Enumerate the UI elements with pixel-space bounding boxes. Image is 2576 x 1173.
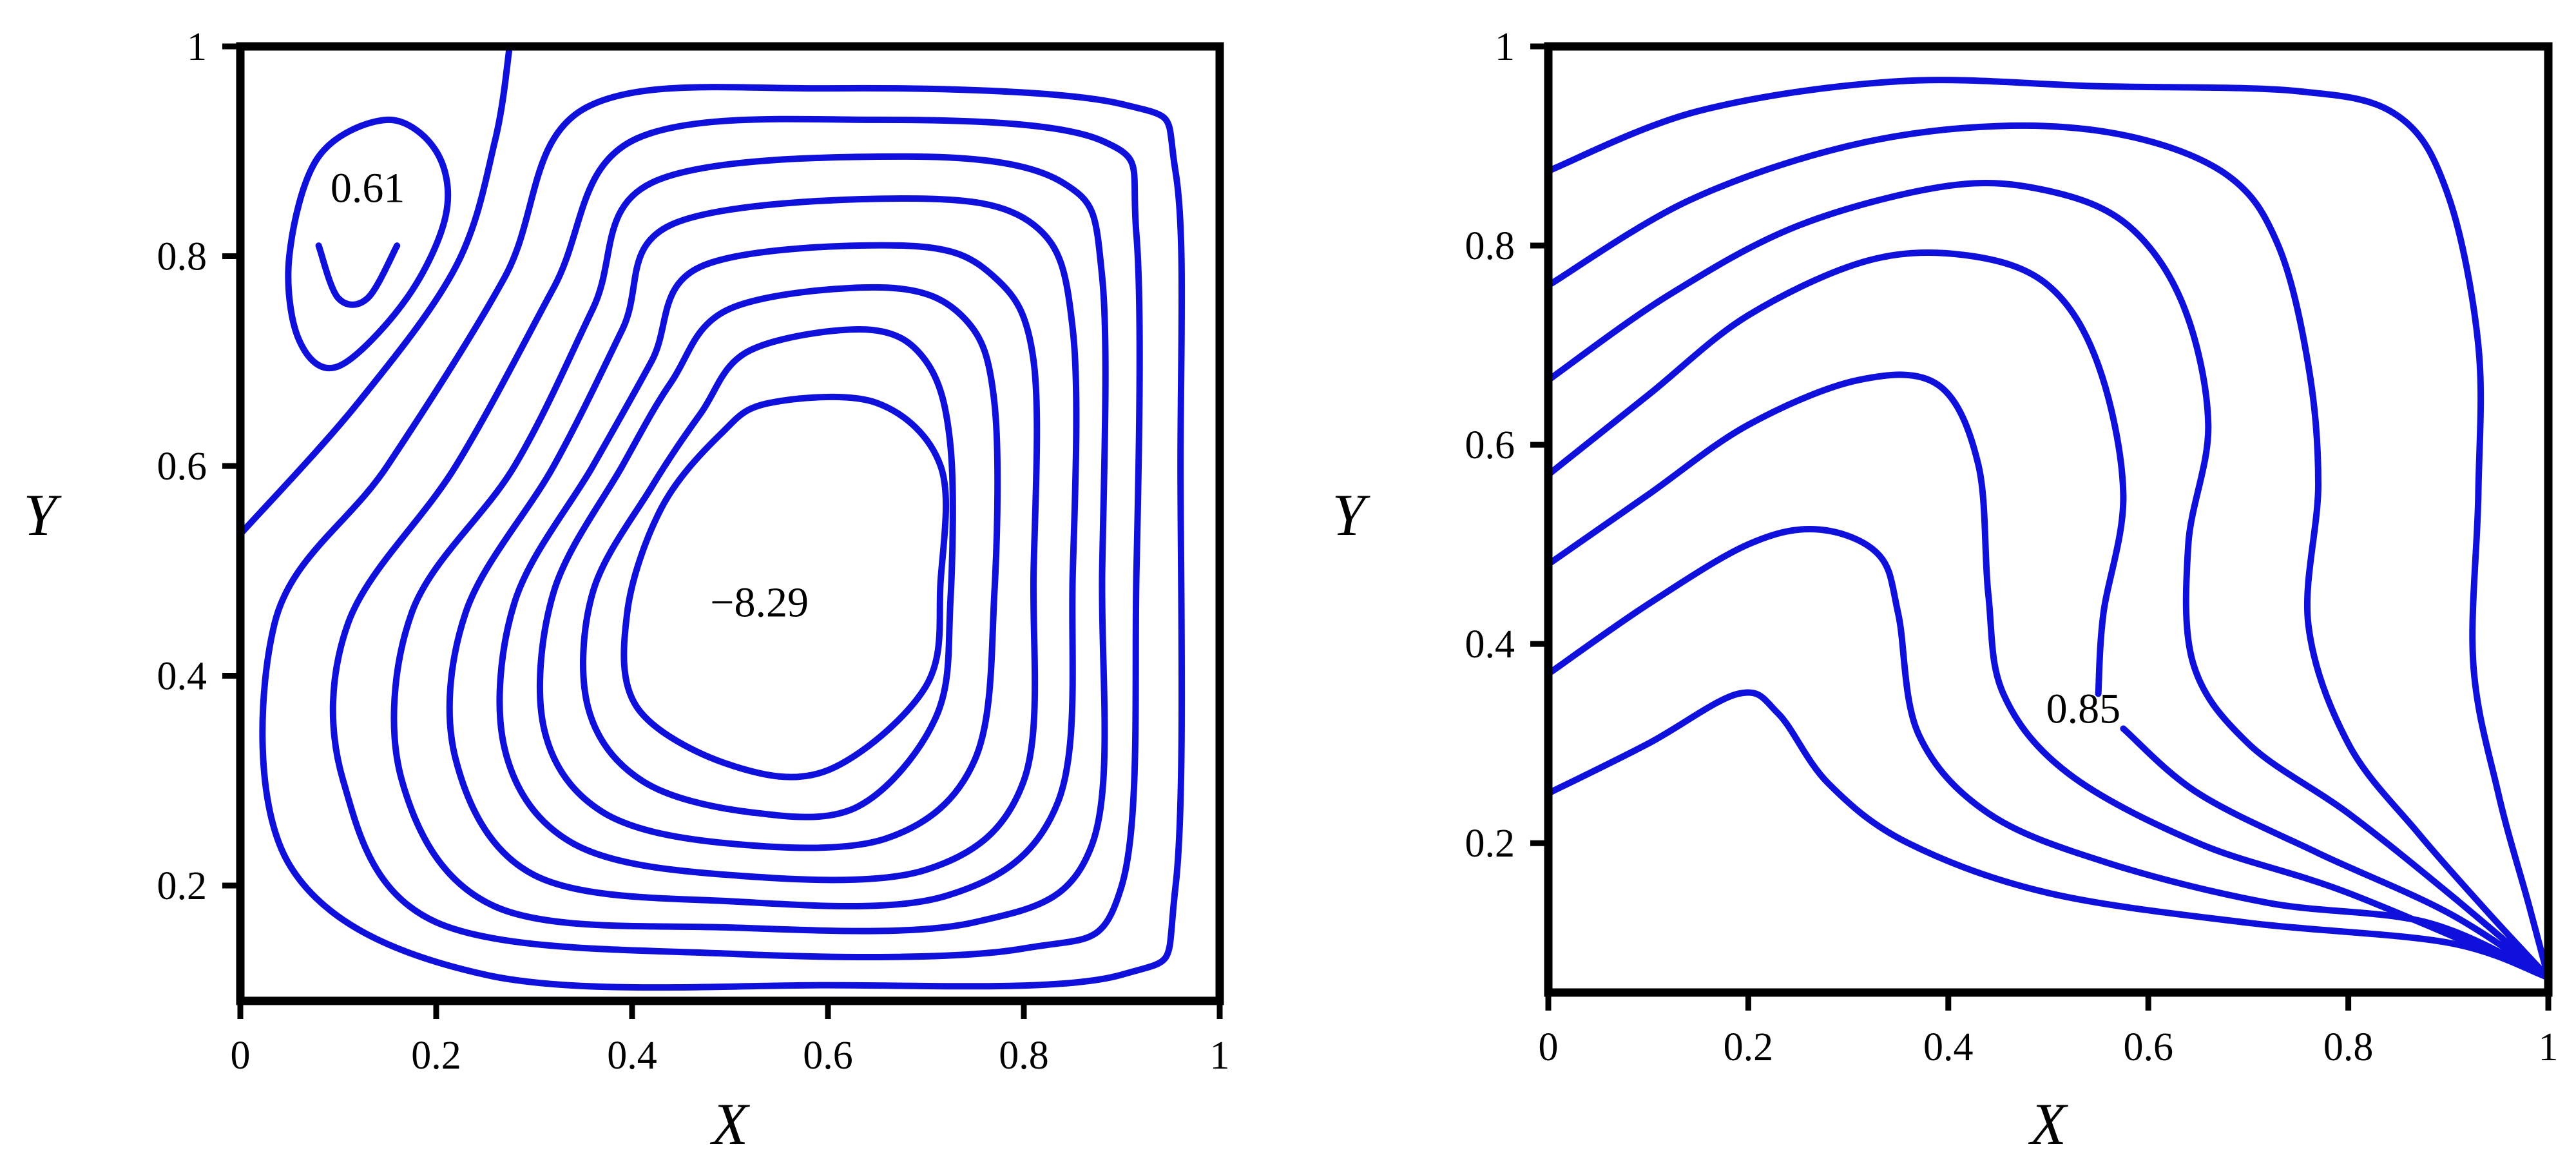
plot-frame [236, 42, 1224, 1005]
y-tick-label: 0.2 [157, 864, 207, 908]
contour-line [446, 195, 1080, 910]
x-tick-label: 1 [1210, 1034, 1230, 1078]
contour-line [2120, 725, 2552, 981]
contour-line [315, 242, 401, 308]
contour-line [390, 153, 1109, 935]
contour-value-label: 0.85 [2046, 686, 2121, 733]
contour-line [285, 116, 452, 372]
x-tick-label: 0.6 [803, 1034, 853, 1078]
contour-line [620, 393, 950, 780]
x-tick-label: 0.2 [411, 1034, 461, 1078]
contour-line [496, 242, 1041, 884]
contour-line [329, 115, 1143, 960]
x-tick-label: 0.4 [1923, 1025, 1974, 1069]
x-tick-label: 0 [231, 1034, 251, 1078]
left-panel-streamlines: 0 0.2 0.4 0.6 0.8 1 0.2 0.4 0.6 0.8 1 X Y 0.61 −8.29 [23, 25, 1229, 1157]
y-tick-label: 0.4 [157, 654, 207, 698]
contour-line [1545, 122, 2552, 981]
x-axis-label: X [709, 1091, 751, 1157]
contour-line [1545, 249, 2127, 697]
x-tick-label: 1 [2539, 1025, 2559, 1069]
y-axis-label: Y [1332, 482, 1370, 548]
contour-line [259, 84, 1186, 991]
contour-line [237, 43, 513, 538]
plot-frame [1544, 42, 2553, 997]
contour-line [1545, 371, 2552, 981]
y-tick-label: 0.8 [1465, 224, 1515, 268]
y-tick-label: 0.4 [1465, 623, 1515, 666]
x-tick-label: 0.8 [999, 1034, 1049, 1078]
x-tick-label: 0.6 [2123, 1025, 2173, 1069]
contour-line [1545, 77, 2552, 981]
contour-value-label: 0.61 [331, 165, 405, 212]
y-tick-label: 0.6 [1465, 423, 1515, 467]
x-tick-label: 0 [1539, 1025, 1559, 1069]
y-axis-label: Y [23, 482, 62, 548]
right-panel-isotherms: 0 0.2 0.4 0.6 0.8 1 0.2 0.4 0.6 0.8 1 X Y 0.85 [1332, 25, 2558, 1157]
x-tick-label: 0.4 [607, 1034, 657, 1078]
x-tick-label: 0.8 [2323, 1025, 2374, 1069]
contour-line [1545, 689, 2552, 981]
contour-line [1545, 180, 2552, 981]
x-axis-label: X [2028, 1091, 2069, 1157]
contour-line [536, 284, 1001, 851]
x-tick-label: 0.2 [1724, 1025, 1774, 1069]
contour-line [1545, 525, 2552, 981]
y-tick-label: 1 [187, 25, 207, 69]
y-tick-label: 0.6 [157, 445, 207, 489]
y-tick-label: 1 [1495, 25, 1515, 69]
contour-value-label: −8.29 [710, 579, 809, 626]
y-tick-label: 0.2 [1465, 822, 1515, 866]
contour-line [580, 326, 956, 820]
y-tick-label: 0.8 [157, 235, 207, 278]
